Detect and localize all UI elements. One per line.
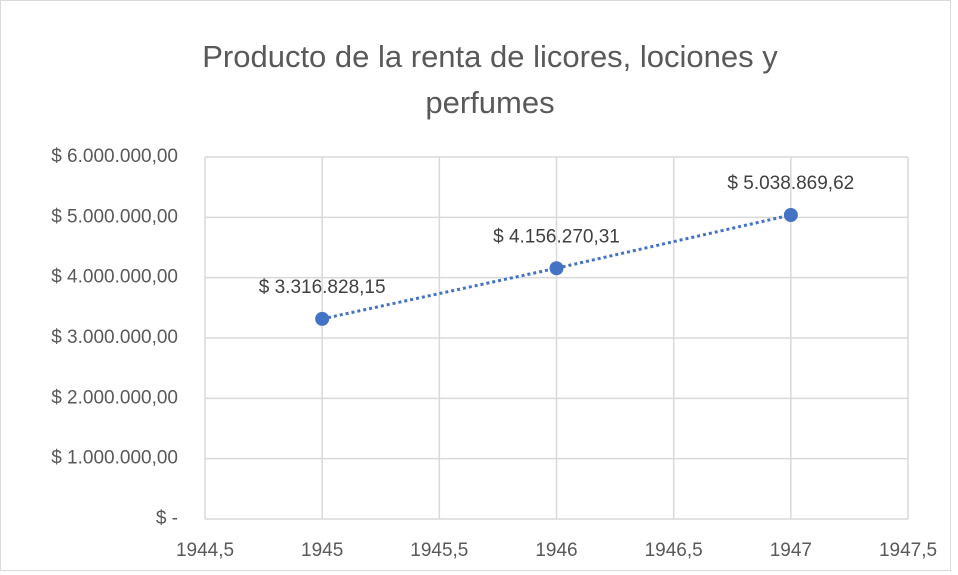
data-point (549, 261, 564, 276)
x-tick-label: 1945,5 (410, 540, 468, 561)
data-point (315, 311, 330, 326)
series-line (321, 213, 792, 321)
y-tick-label: $ 6.000.000,00 (51, 146, 178, 167)
y-tick-label: $ - (156, 508, 178, 529)
x-tick-label: 1946,5 (645, 540, 703, 561)
x-tick-label: 1944,5 (176, 540, 234, 561)
data-point (783, 207, 798, 222)
y-tick-label: $ 4.000.000,00 (51, 267, 178, 288)
x-tick-label: 1947,5 (879, 540, 937, 561)
x-tick-label: 1946 (535, 540, 577, 561)
x-tick-label: 1945 (301, 540, 343, 561)
y-tick-label: $ 2.000.000,00 (51, 387, 178, 408)
y-tick-label: $ 3.000.000,00 (51, 327, 178, 348)
data-label: $ 5.038.869,62 (727, 173, 854, 194)
data-label: $ 3.316.828,15 (259, 277, 386, 298)
data-label: $ 4.156.270,31 (493, 226, 620, 247)
x-tick-label: 1947 (770, 540, 812, 561)
chart-title: Producto de la renta de licores, locione… (202, 39, 778, 120)
y-tick-label: $ 1.000.000,00 (51, 448, 178, 469)
y-tick-label: $ 5.000.000,00 (51, 206, 178, 227)
